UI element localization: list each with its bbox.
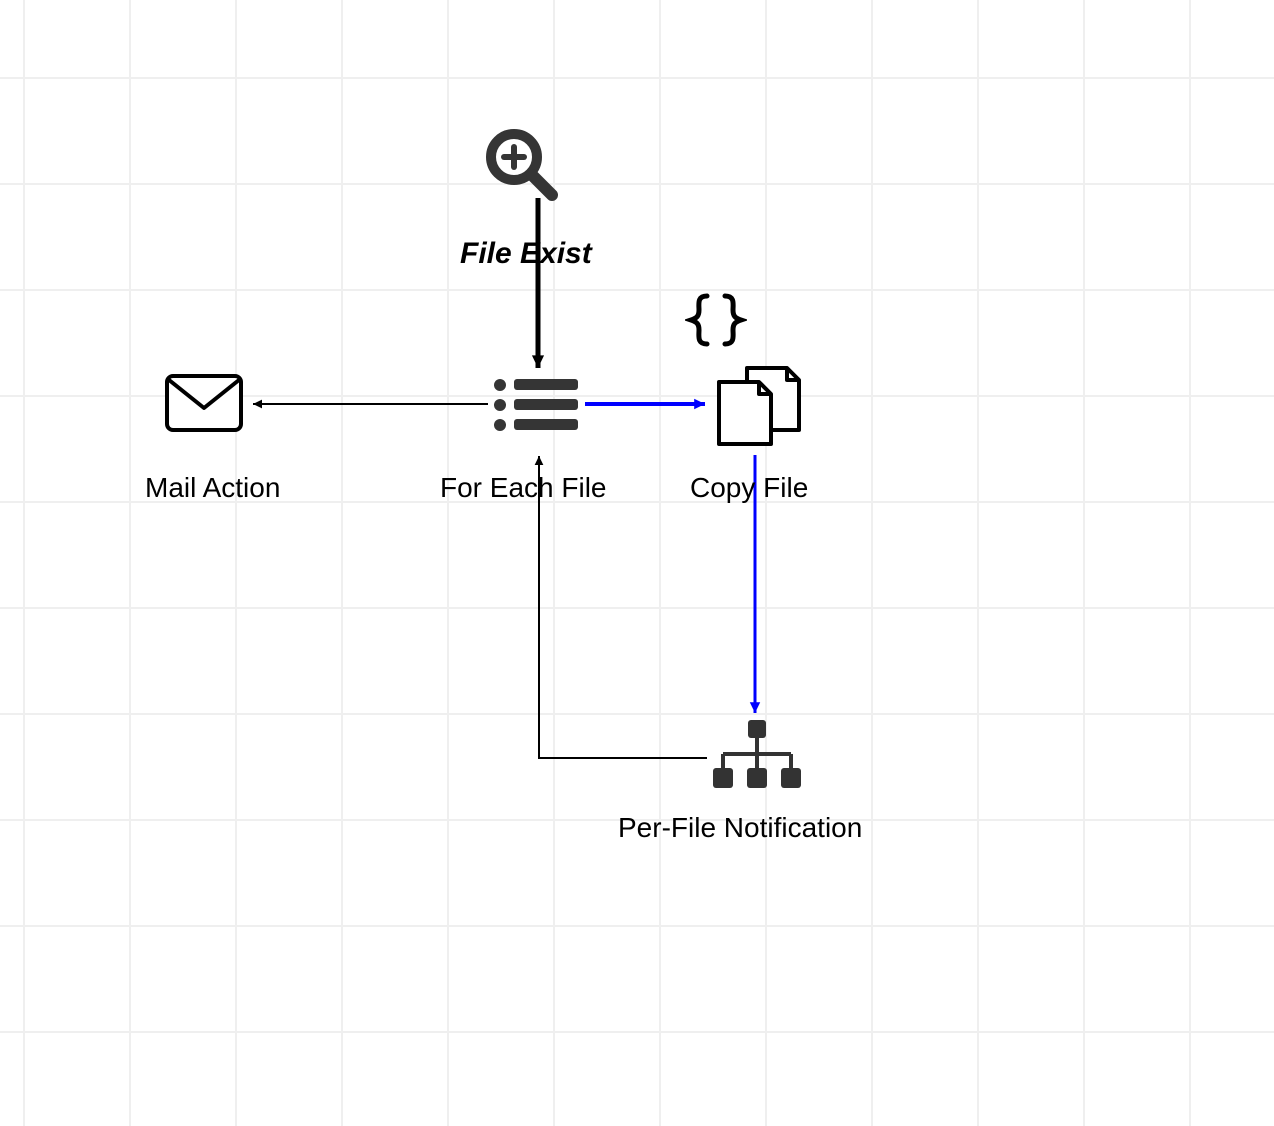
node-label-mail-action: Mail Action [145,472,280,504]
bulleted-list-icon [490,373,584,437]
hierarchy-icon [710,716,802,794]
diagram-canvas[interactable]: File Exist For Each File Copy File [0,0,1274,1126]
envelope-icon [163,370,245,436]
edge-label-file-exist: File Exist [460,237,592,271]
braces-icon [685,292,747,348]
node-mail-action[interactable] [163,370,245,441]
node-label-for-each-file: For Each File [440,472,607,504]
edges-layer [0,0,1274,1126]
magnify-plus-icon [482,125,560,203]
node-copy-file[interactable] [709,360,805,455]
node-per-file-notification[interactable] [710,716,802,799]
node-label-copy-file: Copy File [690,472,808,504]
copy-file-icon [709,360,805,450]
node-label-per-file-notification: Per-File Notification [618,812,862,844]
node-for-each-file[interactable] [490,373,584,442]
node-file-exist[interactable] [482,125,560,208]
node-braces[interactable] [685,292,747,353]
